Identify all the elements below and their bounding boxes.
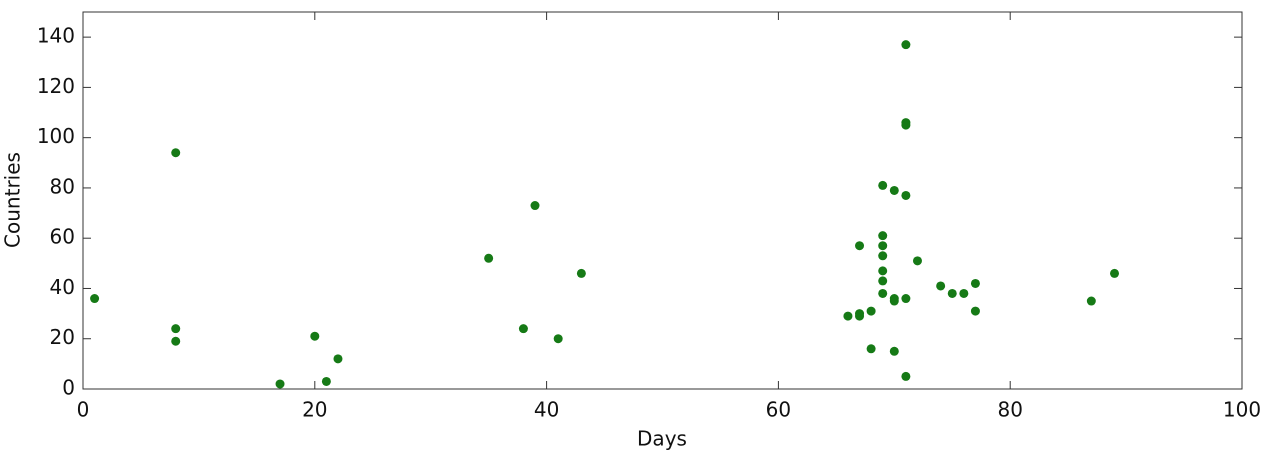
- point: [275, 379, 285, 389]
- point: [901, 190, 911, 200]
- point: [878, 231, 888, 241]
- y-tick-label: 20: [50, 325, 75, 349]
- x-tick-label: 40: [534, 398, 559, 422]
- y-tick-label: 0: [62, 376, 75, 400]
- point: [912, 256, 922, 266]
- point: [901, 294, 911, 304]
- point: [484, 253, 494, 263]
- point: [889, 185, 899, 195]
- point: [901, 120, 911, 130]
- y-tick-label: 40: [50, 275, 75, 299]
- y-axis-label: Countries: [1, 152, 25, 248]
- point: [878, 266, 888, 276]
- y-tick-label: 100: [37, 124, 75, 148]
- point: [333, 354, 343, 364]
- point: [855, 311, 865, 321]
- point: [855, 241, 865, 251]
- point: [1110, 268, 1120, 278]
- plot-frame: [82, 11, 1243, 390]
- point: [889, 346, 899, 356]
- point: [901, 371, 911, 381]
- point: [843, 311, 853, 321]
- point: [878, 241, 888, 251]
- point: [1086, 296, 1096, 306]
- x-tick-label: 100: [1223, 398, 1261, 422]
- x-tick-label: 60: [766, 398, 791, 422]
- point: [530, 201, 540, 211]
- x-tick-label: 20: [302, 398, 327, 422]
- point: [866, 306, 876, 316]
- x-tick-label: 0: [77, 398, 90, 422]
- point: [936, 281, 946, 291]
- point: [970, 306, 980, 316]
- point: [878, 180, 888, 190]
- y-tick-label: 140: [37, 24, 75, 48]
- point: [889, 296, 899, 306]
- x-axis-label: Days: [637, 427, 687, 451]
- point: [171, 324, 181, 334]
- point: [866, 344, 876, 354]
- point: [310, 331, 320, 341]
- point: [878, 288, 888, 298]
- point: [901, 40, 911, 50]
- point: [171, 148, 181, 158]
- point: [518, 324, 528, 334]
- x-tick-label: 80: [997, 398, 1022, 422]
- point: [321, 376, 331, 386]
- y-tick-label: 60: [50, 225, 75, 249]
- point: [947, 288, 957, 298]
- point: [553, 334, 563, 344]
- point: [90, 294, 100, 304]
- point: [878, 276, 888, 286]
- point: [959, 288, 969, 298]
- point: [171, 336, 181, 346]
- y-tick-label: 120: [37, 74, 75, 98]
- point: [970, 278, 980, 288]
- point: [878, 251, 888, 261]
- point: [576, 268, 586, 278]
- y-tick-label: 80: [50, 174, 75, 198]
